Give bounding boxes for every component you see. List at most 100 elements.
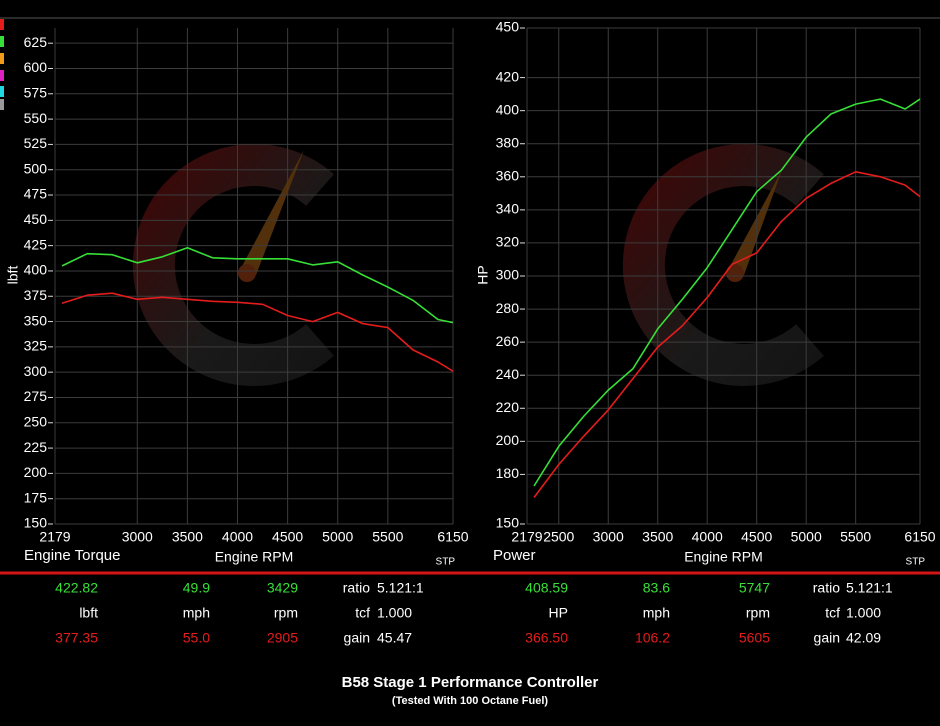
annotation: STP (906, 557, 926, 568)
stat-value: tcf (825, 605, 840, 621)
stat-value: lbft (79, 605, 98, 621)
stat-value: 366.50 (525, 630, 568, 646)
y-tick-label: 325 (24, 338, 48, 354)
y-tick-label: 260 (496, 333, 520, 349)
stat-value: 55.0 (183, 630, 210, 646)
marker (0, 70, 4, 81)
y-tick-label: 200 (24, 464, 48, 480)
marker (0, 19, 4, 30)
stat-value: 1.000 (846, 605, 881, 621)
series-line (533, 171, 921, 498)
y-tick-label: 550 (24, 110, 48, 126)
stat-value: 5.121:1 (846, 580, 893, 596)
y-axis-label: lbft (5, 266, 21, 285)
watermark-needle (728, 170, 782, 275)
y-tick-label: 150 (24, 515, 48, 531)
y-tick-label: 600 (24, 59, 48, 75)
x-tick-label: 5000 (791, 529, 822, 545)
y-tick-label: 275 (24, 388, 48, 404)
y-tick-label: 450 (496, 19, 520, 35)
chart-title: Engine Torque (24, 547, 120, 564)
y-tick-label: 320 (496, 234, 520, 250)
x-tick-label: 4000 (692, 529, 723, 545)
stat-value: 5747 (739, 580, 770, 596)
watermark (622, 144, 824, 386)
stat-value: tcf (355, 605, 370, 621)
stat-value: 408.59 (525, 580, 568, 596)
y-tick-label: 420 (496, 68, 520, 84)
x-tick-label: 5500 (372, 529, 403, 545)
y-tick-label: 525 (24, 135, 48, 151)
y-tick-label: 375 (24, 287, 48, 303)
x-tick-label: 3500 (172, 529, 203, 545)
y-axis-label: HP (475, 265, 491, 284)
y-tick-label: 180 (496, 465, 520, 481)
x-tick-label: 5000 (322, 529, 353, 545)
y-tick-label: 220 (496, 399, 520, 415)
x-tick-label: 5500 (840, 529, 871, 545)
stat-value: mph (643, 605, 670, 621)
stat-value: rpm (746, 605, 770, 621)
stat-value: 377.35 (55, 630, 98, 646)
stat-value: 5605 (739, 630, 770, 646)
stat-value: 83.6 (643, 580, 670, 596)
y-tick-label: 400 (24, 262, 48, 278)
stat-value: ratio (813, 580, 840, 596)
y-tick-label: 425 (24, 236, 48, 252)
x-tick-label: 2179 (511, 529, 542, 545)
stat-value: 2905 (267, 630, 298, 646)
y-tick-label: 300 (496, 267, 520, 283)
watermark-arc (132, 144, 334, 386)
stat-value: gain (344, 630, 370, 646)
stat-value: mph (183, 605, 210, 621)
y-tick-label: 200 (496, 432, 520, 448)
stat-value: 5.121:1 (377, 580, 424, 596)
x-axis-label: Engine RPM (684, 549, 763, 565)
marker (0, 36, 4, 47)
x-tick-label: 3500 (642, 529, 673, 545)
x-tick-label: 6150 (904, 529, 935, 545)
stat-value: 45.47 (377, 630, 412, 646)
y-tick-label: 225 (24, 439, 48, 455)
x-tick-label: 4500 (272, 529, 303, 545)
y-tick-label: 150 (496, 515, 520, 531)
watermark-arc (622, 144, 824, 386)
stat-value: gain (814, 630, 840, 646)
y-tick-label: 340 (496, 201, 520, 217)
x-axis-label: Engine RPM (215, 549, 294, 565)
stat-value: 422.82 (55, 580, 98, 596)
y-tick-label: 500 (24, 160, 48, 176)
marker (0, 86, 4, 97)
stat-value: 49.9 (183, 580, 210, 596)
y-tick-label: 625 (24, 34, 48, 50)
y-tick-label: 575 (24, 84, 48, 100)
x-tick-label: 3000 (122, 529, 153, 545)
series-line (61, 292, 454, 372)
x-tick-label: 6150 (437, 529, 468, 545)
stat-value: HP (549, 605, 568, 621)
y-tick-label: 240 (496, 366, 520, 382)
y-tick-label: 175 (24, 489, 48, 505)
y-tick-label: 360 (496, 168, 520, 184)
stat-value: 42.09 (846, 630, 881, 646)
x-tick-label: 2179 (39, 529, 70, 545)
y-tick-label: 300 (24, 363, 48, 379)
y-tick-label: 380 (496, 134, 520, 150)
y-tick-label: 280 (496, 300, 520, 316)
x-tick-label: 4000 (222, 529, 253, 545)
series-line (61, 246, 454, 324)
y-tick-label: 475 (24, 186, 48, 202)
watermark-hub (726, 264, 744, 282)
series-line (533, 98, 921, 487)
x-tick-label: 2500 (543, 529, 574, 545)
y-tick-label: 250 (24, 413, 48, 429)
y-tick-label: 400 (496, 101, 520, 117)
chart-title: Power (493, 547, 536, 564)
stat-value: ratio (343, 580, 370, 596)
footer-title: B58 Stage 1 Performance Controller (342, 674, 599, 691)
y-tick-label: 350 (24, 312, 48, 328)
stat-value: 3429 (267, 580, 298, 596)
x-tick-label: 4500 (741, 529, 772, 545)
stat-value: 106.2 (635, 630, 670, 646)
